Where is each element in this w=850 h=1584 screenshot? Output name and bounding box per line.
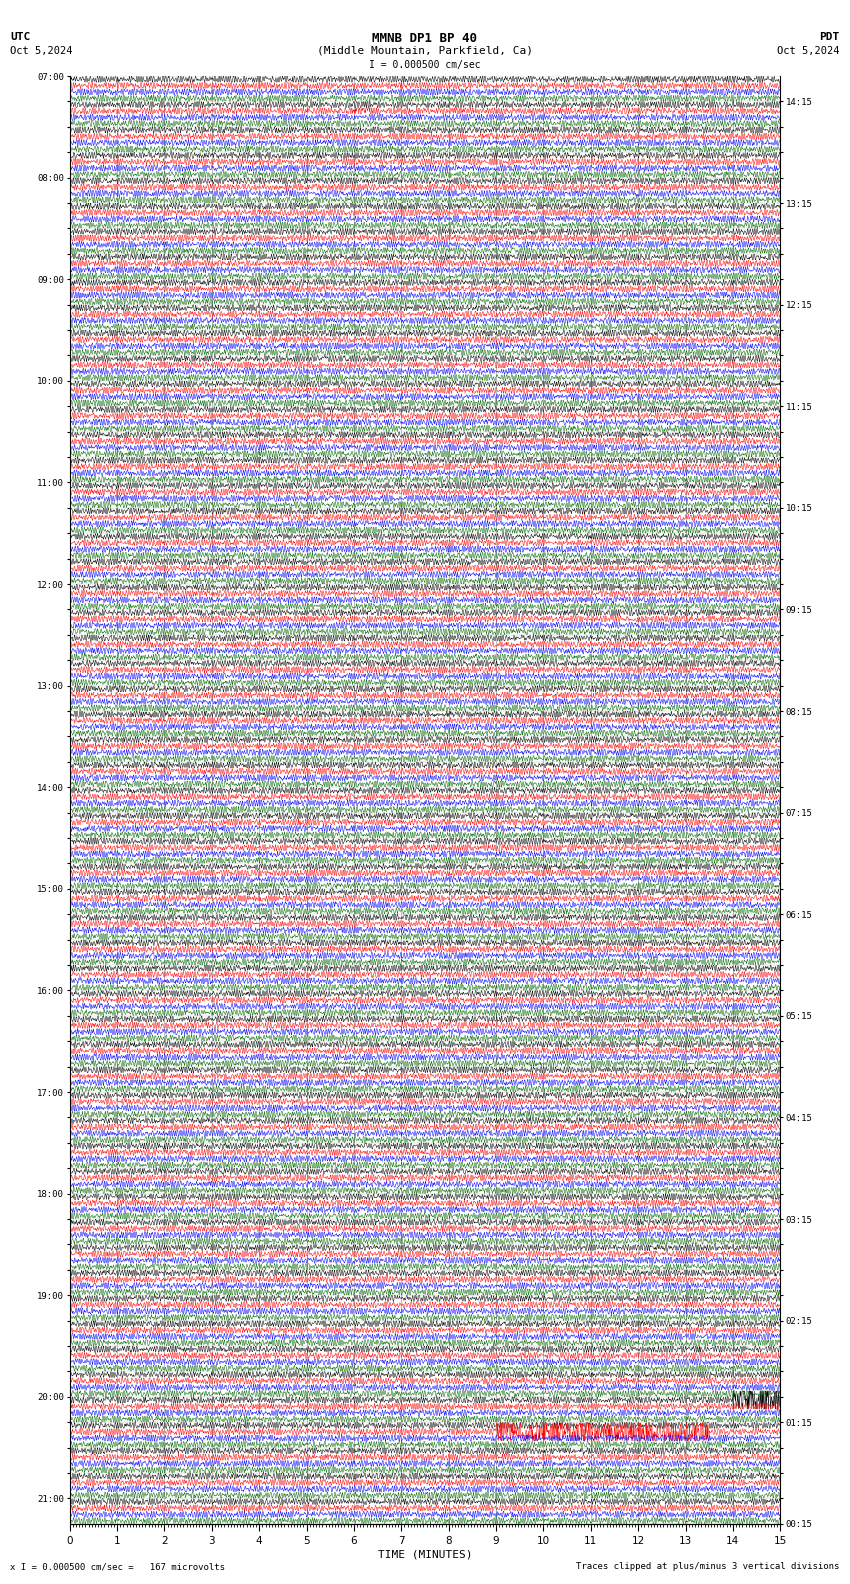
Text: MMNB DP1 BP 40: MMNB DP1 BP 40 (372, 32, 478, 44)
Text: UTC: UTC (10, 32, 31, 41)
Text: Oct 5,2024: Oct 5,2024 (10, 46, 73, 55)
Text: PDT: PDT (819, 32, 840, 41)
Text: I = 0.000500 cm/sec: I = 0.000500 cm/sec (369, 60, 481, 70)
Text: Traces clipped at plus/minus 3 vertical divisions: Traces clipped at plus/minus 3 vertical … (576, 1562, 840, 1571)
X-axis label: TIME (MINUTES): TIME (MINUTES) (377, 1549, 473, 1560)
Text: (Middle Mountain, Parkfield, Ca): (Middle Mountain, Parkfield, Ca) (317, 46, 533, 55)
Text: x I = 0.000500 cm/sec =   167 microvolts: x I = 0.000500 cm/sec = 167 microvolts (10, 1562, 225, 1571)
Text: Oct 5,2024: Oct 5,2024 (777, 46, 840, 55)
